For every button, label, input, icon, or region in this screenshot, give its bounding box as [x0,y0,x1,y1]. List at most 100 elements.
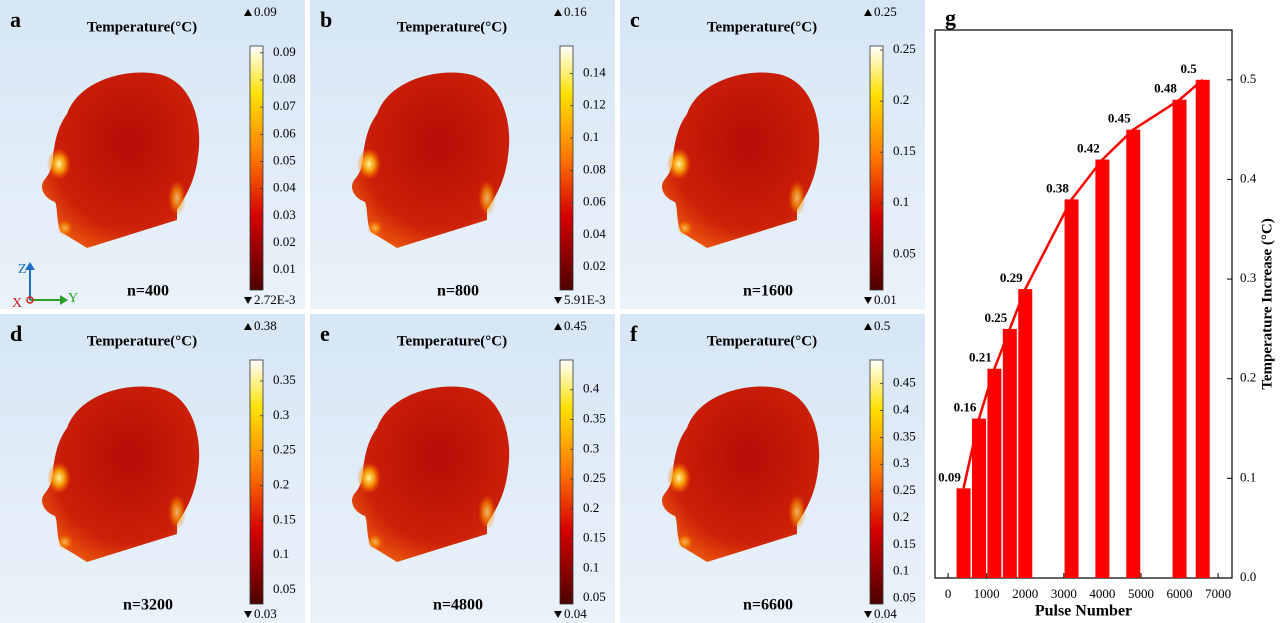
panel-label: b [320,7,332,32]
y-tick-label: 0.2 [1240,370,1256,385]
panel-label: e [320,321,330,346]
colorbar-tick-label: 0.1 [583,559,599,574]
panel: f Temperature(°C) n=6600 0.5 0.040.05 0.1 0.15… [620,314,925,623]
min-marker [554,297,562,304]
colorbar [559,359,574,605]
bar [1172,99,1187,578]
value-label: 0.45 [1108,111,1131,126]
n-label: n=4800 [433,597,483,614]
colorbar-max-label: 0.16 [564,4,587,19]
colorbar-tick-label: 0.25 [273,442,296,457]
hotspot [667,462,691,494]
x-axis-title: Pulse Number [1035,603,1132,620]
panel-label: g [945,5,956,30]
colorbar-max-label: 0.38 [254,318,277,333]
y-label: Y [68,291,78,306]
hotspot [47,462,71,494]
min-marker [244,297,252,304]
colorbar-tick-label: 0.1 [893,194,909,209]
x-tick-label: 3000 [1051,586,1077,601]
colorbar-min-label: 5.91E-3 [564,292,606,307]
max-marker [554,9,562,16]
panel: e Temperature(°C) n=4800 0.45 0.04 0.05 0.1 0.1… [310,314,615,623]
value-label: 0.09 [938,469,961,484]
y-tick-label: 0.3 [1240,270,1256,285]
colorbar-min-label: 0.04 [564,606,587,621]
hotspot [168,494,186,530]
x-origin [26,296,34,304]
colorbar-tick-label: 0.2 [583,500,599,515]
colorbar [869,45,884,291]
x-tick-label: 1000 [974,586,1000,601]
colorbar-tick-label: 0.3 [583,440,599,455]
min-marker [864,611,872,618]
colorbar-max-label: 0.25 [874,4,897,19]
head-heatmap [351,72,510,248]
colorbar-max-label: 0.5 [874,318,890,333]
colorbar-title: Temperature(°C) [397,333,507,349]
colorbar-tick-label: 0.02 [273,234,296,249]
hotspot [57,220,73,236]
min-marker [554,611,562,618]
colorbar [559,45,574,291]
panel: c Temperature(°C) n=1600 0.25 0.01 0.05 0.1 0.1… [620,0,925,309]
panel: a Temperature(°C) n=400 0.09 2.72E-3 0.01 0.02… [0,0,305,311]
colorbar-tick-label: 0.35 [273,372,296,387]
colorbar-min-label: 0.01 [874,292,897,307]
colorbar-tick-label: 0.04 [273,180,296,195]
value-label: 0.21 [969,350,992,365]
colorbar-tick-label: 0.2 [273,476,289,491]
colorbar-tick-label: 0.3 [893,455,909,470]
panel-label: a [10,7,21,32]
panel-label: d [10,321,22,346]
colorbar-tick-label: 0.4 [583,381,600,396]
colorbar-tick-label: 0.12 [583,97,606,112]
max-marker [864,323,872,330]
hotspot [478,494,496,530]
hotspot [788,180,806,216]
bar [1126,129,1141,579]
y-tick-label: 0.4 [1240,170,1257,185]
bar [971,418,986,578]
n-label: n=800 [437,283,479,300]
colorbar-max-label: 0.45 [564,318,587,333]
head-heatmap [661,386,820,562]
colorbar-tick-label: 0.1 [583,129,599,144]
min-marker [864,297,872,304]
n-label: n=1600 [743,283,793,300]
hotspot [677,534,693,550]
colorbar-tick-label: 0.1 [893,563,909,578]
colorbar-tick-label: 0.15 [273,511,296,526]
colorbar-tick-label: 0.35 [893,428,916,443]
colorbar-tick-label: 0.4 [893,402,910,417]
colorbar-tick-label: 0.06 [273,125,296,140]
y-head [60,295,68,305]
trend-line [962,78,1204,489]
colorbar [249,45,264,291]
max-marker [554,323,562,330]
colorbar-tick-label: 0.09 [273,44,296,59]
n-label: n=3200 [123,597,173,614]
colorbar-tick-label: 0.01 [273,261,296,276]
bar [1018,289,1033,578]
hotspot [667,148,691,180]
hotspot [357,462,381,494]
colorbar-tick-label: 0.25 [893,41,916,56]
z-label: Z [18,262,27,277]
colorbar-tick-label: 0.2 [893,509,909,524]
hotspot [677,220,693,236]
panel: b Temperature(°C) n=800 0.16 5.91E-3 0.02 0.04… [310,0,615,309]
y-axis-title: Temperature Increase (°C) [1259,218,1275,390]
hotspot [168,180,186,216]
colorbar-tick-label: 0.02 [583,258,606,273]
hotspot [47,148,71,180]
head-heatmap [41,386,200,562]
hotspot [57,534,73,550]
colorbar-tick-label: 0.04 [583,226,606,241]
colorbar-tick-label: 0.2 [893,92,909,107]
colorbar-tick-label: 0.25 [583,470,606,485]
colorbar-tick-label: 0.03 [273,207,296,222]
x-tick-label: 6000 [1167,586,1193,601]
colorbar-title: Temperature(°C) [87,333,197,349]
